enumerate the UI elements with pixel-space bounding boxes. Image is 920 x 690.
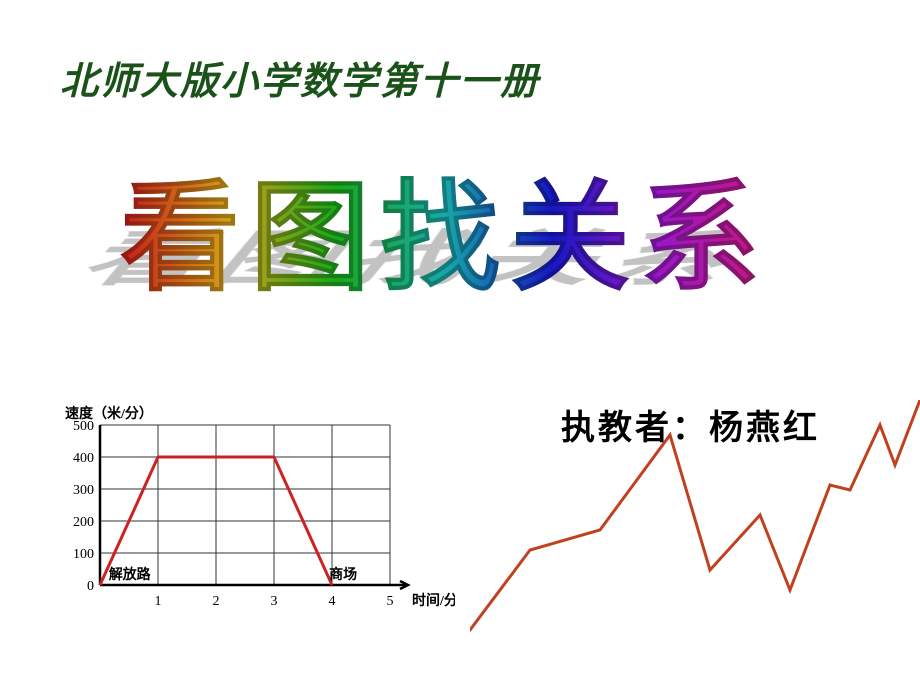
svg-text:200: 200 — [73, 515, 94, 530]
svg-text:5: 5 — [387, 594, 394, 609]
svg-text:4: 4 — [329, 594, 336, 609]
main-title: 看图找关系 — [120, 140, 840, 314]
svg-text:商场: 商场 — [329, 566, 357, 583]
svg-text:0: 0 — [87, 579, 94, 594]
svg-text:300: 300 — [73, 483, 94, 498]
svg-text:时间/分: 时间/分 — [412, 592, 455, 609]
main-title-container: 看图找关系 看图找关系 — [120, 140, 840, 340]
speed-time-chart: 速度（米/分）010020030040050012345时间/分解放路商场 — [55, 400, 455, 630]
svg-text:400: 400 — [73, 451, 94, 466]
svg-text:3: 3 — [271, 594, 278, 609]
page-subtitle: 北师大版小学数学第十一册 — [60, 50, 540, 105]
svg-text:100: 100 — [73, 547, 94, 562]
svg-text:解放路: 解放路 — [109, 566, 152, 583]
svg-text:1: 1 — [155, 594, 162, 609]
zigzag-chart — [470, 400, 920, 670]
svg-text:500: 500 — [73, 419, 94, 434]
svg-text:2: 2 — [213, 594, 220, 609]
